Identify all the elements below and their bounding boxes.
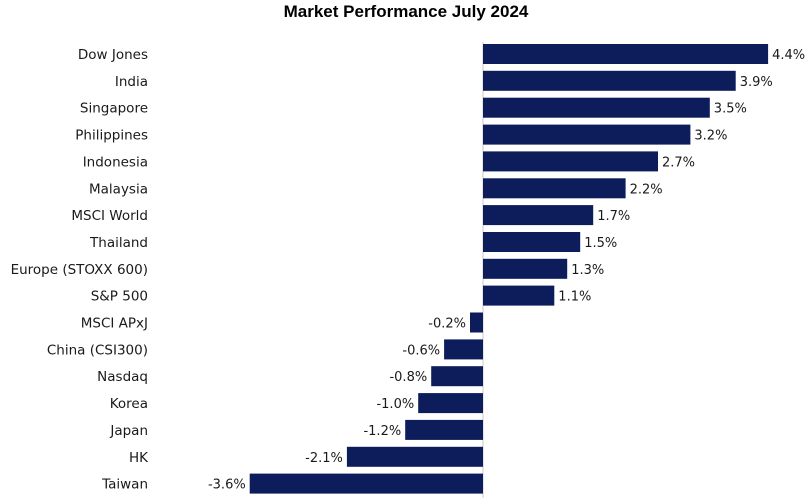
bar-15: [346, 446, 483, 467]
value-label: -3.6%: [208, 478, 246, 493]
value-label: 1.3%: [571, 263, 604, 278]
value-label: 3.2%: [694, 129, 727, 144]
bar-6: [483, 205, 594, 226]
category-label: Dow Jones: [78, 47, 148, 63]
bar-9: [483, 285, 555, 306]
value-label: -0.8%: [389, 370, 427, 385]
bar-12: [431, 366, 483, 387]
category-label: Japan: [109, 423, 148, 439]
category-label: Philippines: [75, 128, 148, 144]
bar-11: [444, 339, 483, 360]
category-label: Indonesia: [83, 154, 148, 170]
category-label: India: [115, 74, 148, 90]
value-label: 2.7%: [662, 155, 695, 170]
bar-2: [483, 97, 710, 118]
bar-16: [249, 473, 483, 494]
bar-5: [483, 178, 626, 199]
category-label: Europe (STOXX 600): [11, 262, 148, 278]
bar-10: [470, 312, 483, 333]
bar-8: [483, 258, 568, 279]
value-label: -2.1%: [305, 451, 343, 466]
category-label: Singapore: [80, 101, 148, 117]
value-label: 1.5%: [584, 236, 617, 251]
category-label: S&P 500: [91, 289, 148, 305]
bar-0: [483, 44, 769, 64]
category-label: Nasdaq: [97, 369, 148, 385]
category-label: MSCI APxJ: [81, 316, 148, 332]
category-label: Malaysia: [89, 181, 148, 197]
bar-14: [405, 419, 483, 440]
value-label: 3.5%: [714, 102, 747, 117]
bar-1: [483, 70, 736, 91]
value-label: -1.0%: [376, 397, 414, 412]
value-label: -1.2%: [363, 424, 401, 439]
value-label: -0.2%: [428, 317, 466, 332]
category-label: HK: [129, 450, 149, 466]
value-label: 2.2%: [630, 182, 663, 197]
value-label: 4.4%: [772, 48, 805, 63]
bar-7: [483, 232, 581, 252]
value-label: 1.7%: [597, 209, 630, 224]
bar-13: [418, 393, 483, 414]
chart-title: Market Performance July 2024: [283, 2, 529, 21]
category-label: Thailand: [89, 235, 148, 251]
category-label: MSCI World: [71, 208, 148, 224]
bar-4: [483, 151, 658, 172]
value-label: 1.1%: [558, 290, 591, 305]
value-label: 3.9%: [740, 75, 773, 90]
bar-3: [483, 124, 691, 145]
category-label: China (CSI300): [47, 342, 148, 358]
category-label: Korea: [110, 396, 148, 412]
value-label: -0.6%: [402, 343, 440, 358]
category-label: Taiwan: [101, 477, 148, 493]
